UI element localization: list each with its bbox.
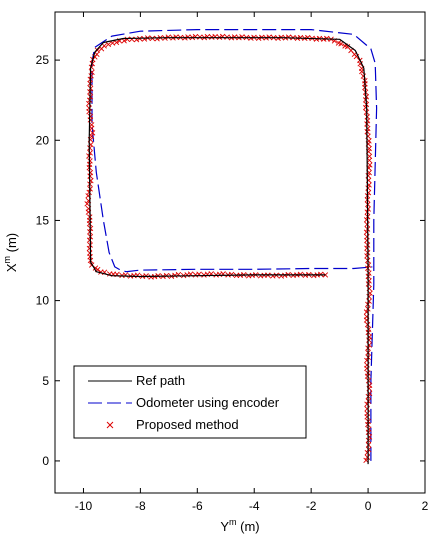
y-axis-label-unit: (m) [4, 233, 19, 256]
proposed-method-point [165, 34, 171, 40]
proposed-method-point [266, 34, 272, 40]
proposed-method-point [285, 34, 292, 40]
proposed-method-point [154, 36, 160, 42]
legend: Ref path Odometer using encoder Proposed… [73, 365, 307, 439]
x-axis-label-sup: m [229, 517, 237, 527]
plot-frame [54, 11, 426, 494]
legend-box [73, 365, 307, 439]
proposed-method-point [129, 36, 135, 42]
y-tick-label: 25 [36, 53, 50, 67]
y-axis-label: Xm (m) [2, 233, 19, 272]
x-axis-label: Ym (m) [220, 517, 259, 534]
proposed-method-point [88, 133, 95, 139]
proposed-method-point [366, 157, 373, 164]
legend-label-proposed-method: Proposed method [136, 417, 239, 432]
proposed-method-point [197, 34, 203, 40]
proposed-method-point [86, 189, 92, 196]
proposed-method-point [364, 221, 370, 228]
proposed-method-point [365, 125, 371, 132]
x-tick-label: -4 [249, 499, 260, 513]
y-tick-label: 10 [36, 294, 50, 308]
proposed-method-point [86, 221, 93, 227]
proposed-method-point [105, 41, 112, 48]
proposed-method-point [86, 237, 93, 243]
proposed-method-point [124, 36, 130, 43]
proposed-method-point [141, 36, 148, 42]
proposed-method-point [86, 108, 92, 115]
legend-label-odometer: Odometer using encoder [136, 395, 280, 410]
series-ref-path [88, 37, 369, 465]
y-tick-label: 20 [36, 133, 50, 147]
x-tick-label: -8 [135, 499, 146, 513]
proposed-method-point [185, 34, 191, 40]
proposed-method-point [87, 117, 93, 123]
proposed-method-point [365, 185, 371, 191]
proposed-method-point [84, 201, 90, 207]
x-axis-label-unit: (m) [237, 519, 260, 534]
y-ticks: 0 5 10 15 20 25 [36, 53, 425, 468]
proposed-method-point [364, 406, 370, 412]
proposed-method-point [364, 454, 371, 460]
x-tick-label: -6 [192, 499, 203, 513]
proposed-method-point [366, 270, 372, 276]
series-odometer [91, 29, 378, 461]
x-axis-label-base: Y [220, 519, 229, 534]
proposed-method-point [173, 34, 179, 40]
proposed-method-point [366, 153, 373, 160]
proposed-method-point [364, 410, 370, 417]
y-tick-label: 5 [42, 374, 49, 388]
y-axis-label-base: X [4, 263, 19, 272]
proposed-method-point [364, 449, 371, 456]
proposed-method-point [367, 162, 373, 168]
proposed-method-point [366, 426, 372, 432]
x-tick-label: -10 [75, 499, 93, 513]
x-tick-label: 2 [422, 499, 429, 513]
proposed-method-point [365, 206, 371, 212]
proposed-method-point [335, 40, 342, 46]
y-tick-label: 0 [42, 454, 49, 468]
x-tick-label: -2 [306, 499, 317, 513]
x-ticks: -10 -8 -6 -4 -2 0 2 [75, 12, 429, 513]
proposed-method-point [87, 150, 93, 156]
proposed-method-point [365, 173, 371, 179]
proposed-method-point [228, 271, 235, 278]
proposed-method-point [366, 278, 372, 284]
proposed-method-point [366, 293, 372, 300]
legend-label-ref-path: Ref path [136, 373, 185, 388]
proposed-method-point [89, 130, 96, 136]
series-layer [84, 29, 378, 465]
legend-sample-proposed-method [106, 421, 114, 429]
proposed-method-point [364, 234, 370, 240]
y-axis-label-sup: m [2, 256, 12, 264]
y-tick-label: 15 [36, 213, 50, 227]
x-tick-label: 0 [365, 499, 372, 513]
